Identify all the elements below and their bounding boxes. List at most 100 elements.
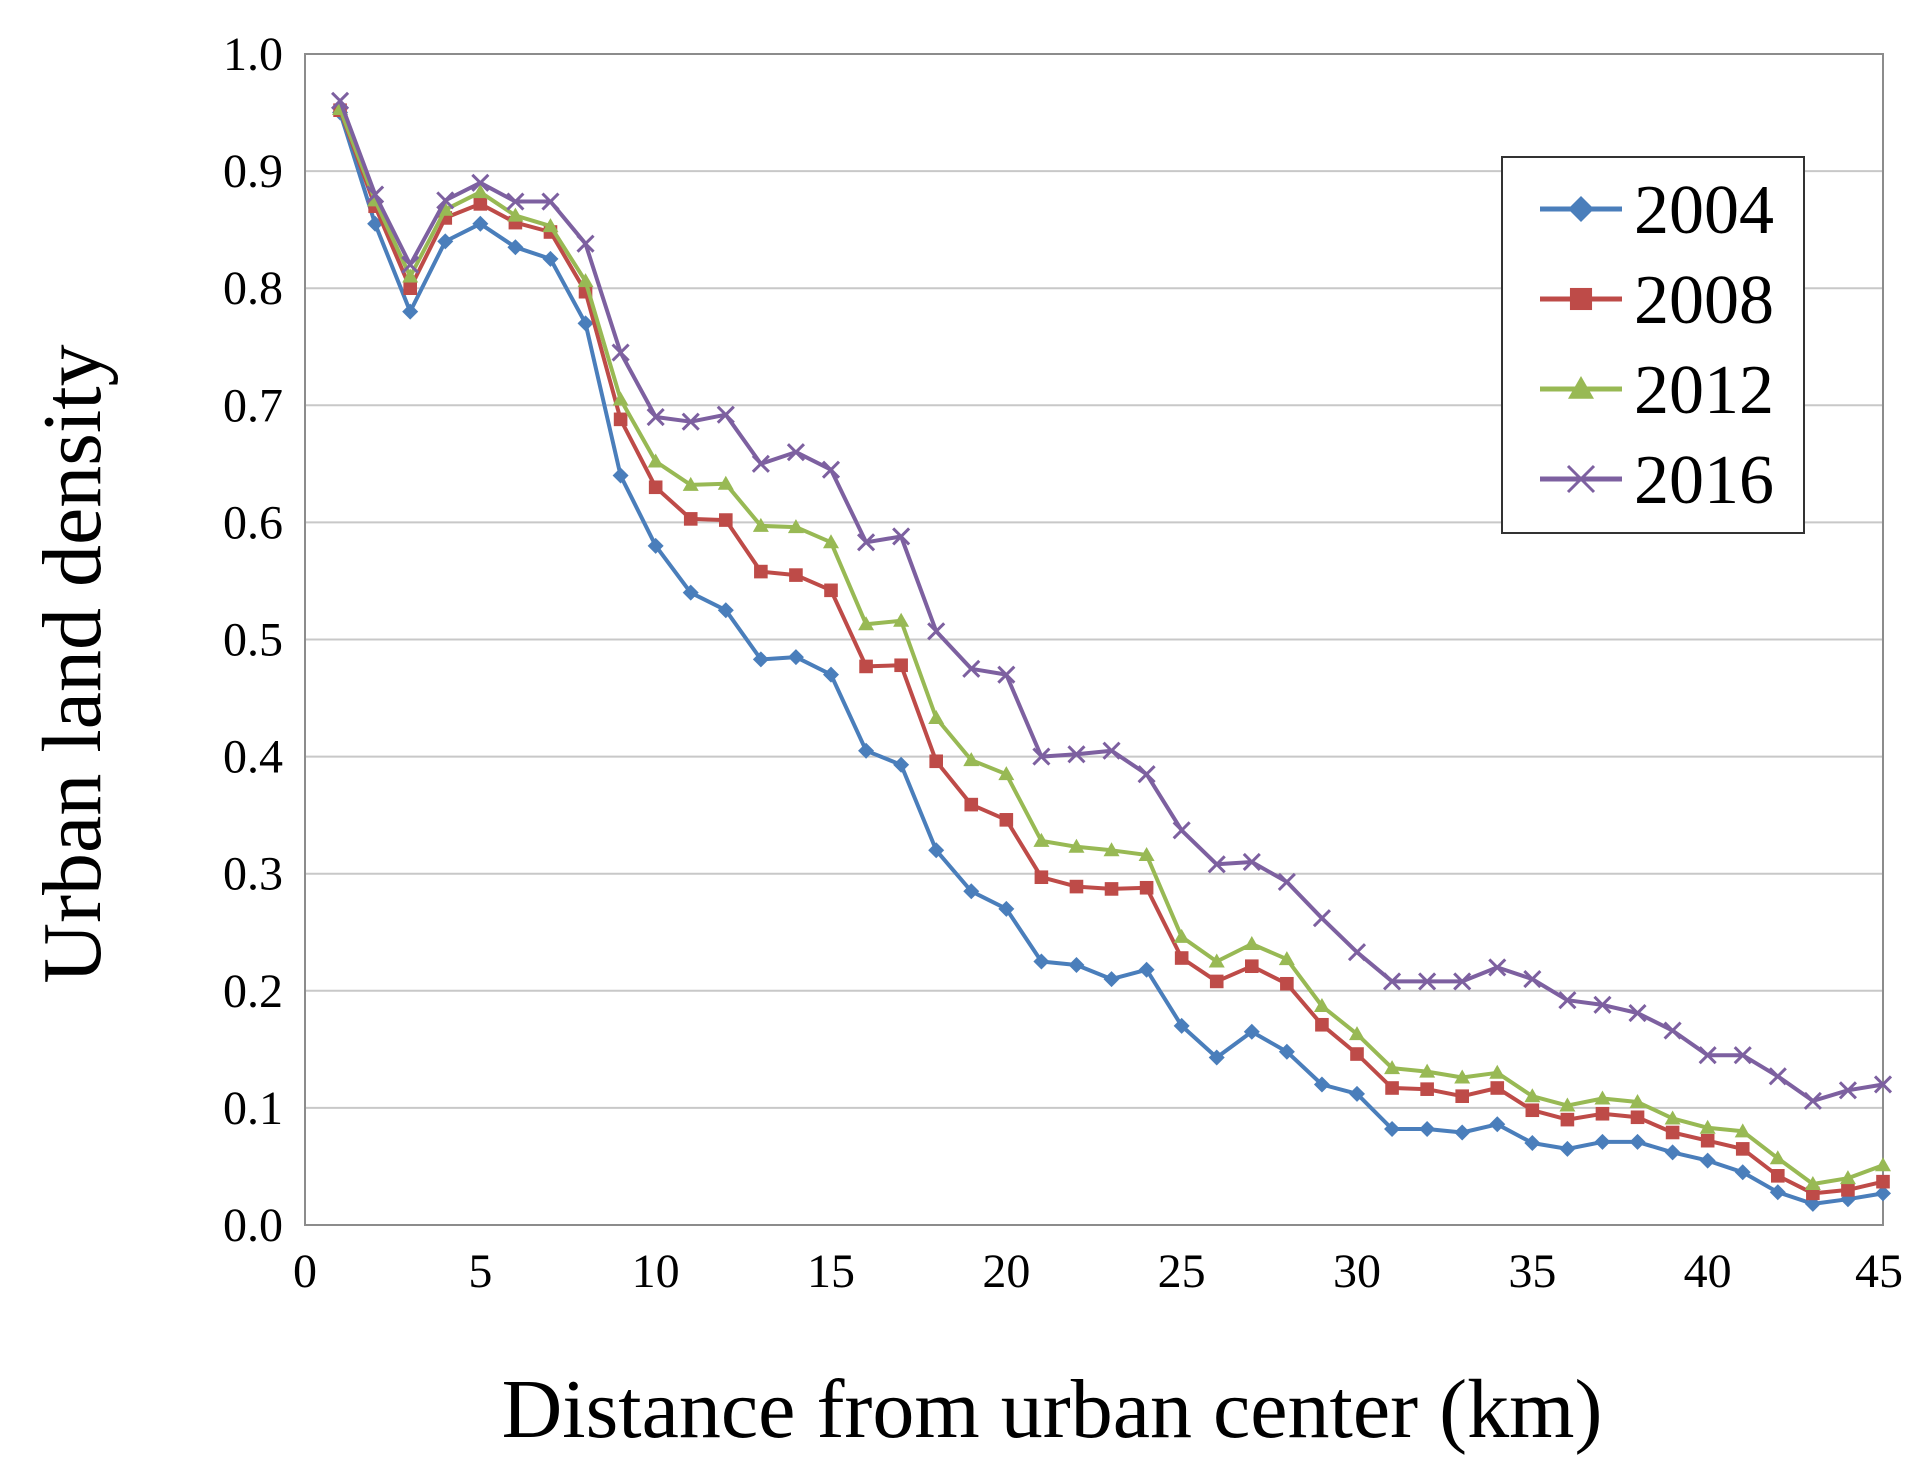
data-point-2016 — [1137, 765, 1156, 784]
data-point-2004 — [1243, 1023, 1260, 1040]
data-point-2012 — [823, 534, 839, 549]
legend-swatch-marker — [1569, 287, 1593, 311]
data-point-2008 — [1315, 1017, 1329, 1032]
data-point-2004 — [647, 537, 664, 554]
data-point-2016 — [1312, 909, 1331, 928]
legend-swatch-marker — [1568, 196, 1594, 222]
gridlines — [305, 170, 1883, 1109]
data-point-2012 — [1103, 842, 1120, 857]
data-point-2012 — [1524, 1088, 1541, 1103]
y-tick-label: 0.5 — [223, 614, 283, 667]
data-point-2016 — [1838, 1081, 1857, 1100]
data-point-2004 — [1489, 1116, 1506, 1133]
y-tick-label: 0.3 — [223, 848, 283, 901]
data-point-2004 — [1103, 971, 1120, 988]
legend-item-2016: 2016 — [1540, 442, 1774, 519]
x-tick-label: 5 — [468, 1245, 492, 1298]
data-point-2008 — [1490, 1081, 1505, 1095]
data-point-2008 — [1420, 1082, 1434, 1096]
data-point-2016 — [1207, 855, 1226, 874]
data-point-2012 — [1559, 1097, 1576, 1112]
data-point-2016 — [1383, 972, 1402, 991]
data-point-2016 — [1628, 1003, 1647, 1023]
data-point-2012 — [542, 218, 559, 233]
x-tick-label: 20 — [982, 1245, 1030, 1298]
data-point-2012 — [1839, 1170, 1856, 1185]
data-point-2008 — [1104, 882, 1119, 896]
legend-item-2012: 2012 — [1540, 352, 1774, 429]
data-point-2016 — [1663, 1021, 1682, 1040]
data-point-2008 — [1209, 974, 1224, 989]
x-tick-label: 10 — [632, 1245, 680, 1298]
data-point-2004 — [472, 215, 489, 232]
data-point-2008 — [1280, 976, 1294, 991]
data-point-2016 — [857, 533, 876, 552]
data-point-2004 — [1208, 1049, 1225, 1066]
legend-box — [1501, 156, 1805, 534]
data-point-2012 — [1384, 1060, 1401, 1075]
data-point-2012 — [998, 766, 1015, 781]
data-point-2004 — [1384, 1120, 1401, 1137]
data-point-2012 — [1734, 1123, 1751, 1138]
data-point-2012 — [1349, 1026, 1365, 1041]
data-point-2016 — [1242, 852, 1261, 872]
data-point-2016 — [1488, 958, 1507, 977]
data-point-2016 — [611, 343, 630, 362]
data-point-2004 — [577, 315, 594, 332]
legend-swatch-marker — [1568, 376, 1594, 399]
data-point-2008 — [1700, 1133, 1715, 1148]
legend-label: 2008 — [1634, 262, 1774, 339]
y-tick-label: 0.1 — [223, 1082, 283, 1135]
data-point-2004 — [1278, 1043, 1295, 1060]
data-point-2004 — [1769, 1184, 1786, 1201]
legend-label: 2004 — [1634, 172, 1774, 249]
data-point-2008 — [648, 480, 663, 495]
data-point-2004 — [1664, 1144, 1681, 1161]
data-point-2004 — [1173, 1017, 1190, 1034]
y-tick-label: 1.0 — [223, 28, 283, 81]
data-point-2004 — [1068, 957, 1085, 974]
data-point-2008 — [719, 513, 733, 527]
data-point-2008 — [1630, 1110, 1645, 1125]
data-point-2004 — [542, 250, 559, 267]
data-point-2016 — [1453, 972, 1472, 991]
data-point-2016 — [1523, 970, 1542, 989]
data-point-2004 — [1559, 1140, 1576, 1157]
data-point-2008 — [1455, 1089, 1469, 1103]
data-point-2004 — [1419, 1120, 1436, 1137]
data-point-2004 — [787, 649, 804, 666]
data-point-2016 — [436, 191, 455, 210]
data-point-2004 — [823, 666, 839, 683]
data-point-2008 — [1069, 879, 1084, 894]
data-point-2008 — [613, 412, 628, 427]
data-point-2012 — [682, 476, 699, 491]
data-point-2016 — [366, 185, 385, 204]
data-point-2004 — [1629, 1133, 1646, 1150]
data-point-2008 — [754, 564, 768, 579]
plot-area — [304, 53, 1884, 1226]
data-point-2016 — [1032, 747, 1051, 766]
y-axis-tick-labels: 0.0 0.1 0.2 0.3 0.4 0.5 0.6 0.7 0.8 0.9 1.0 — [223, 28, 283, 1252]
data-point-2008 — [824, 583, 838, 598]
data-point-2004 — [437, 233, 454, 250]
data-point-2016 — [1768, 1067, 1787, 1086]
x-tick-label: 40 — [1684, 1245, 1732, 1298]
data-point-2008 — [1139, 880, 1154, 895]
data-point-2008 — [403, 281, 417, 295]
data-point-2016 — [646, 407, 665, 427]
data-point-2012 — [1419, 1063, 1436, 1078]
legend-item-2004: 2004 — [1540, 172, 1774, 249]
data-point-2012 — [858, 616, 875, 631]
data-point-2016 — [401, 255, 420, 274]
data-point-2004 — [1734, 1164, 1751, 1181]
data-point-2016 — [927, 622, 946, 641]
data-point-2008 — [894, 658, 908, 673]
data-point-2008 — [1525, 1103, 1540, 1118]
data-point-2004 — [717, 602, 734, 619]
x-axis-tick-labels: 0 5 10 15 20 25 30 35 40 45 — [293, 1245, 1903, 1298]
data-point-2004 — [1524, 1135, 1541, 1152]
data-point-2004 — [402, 303, 419, 320]
x-tick-label: 30 — [1333, 1245, 1381, 1298]
data-point-2012 — [402, 268, 419, 283]
